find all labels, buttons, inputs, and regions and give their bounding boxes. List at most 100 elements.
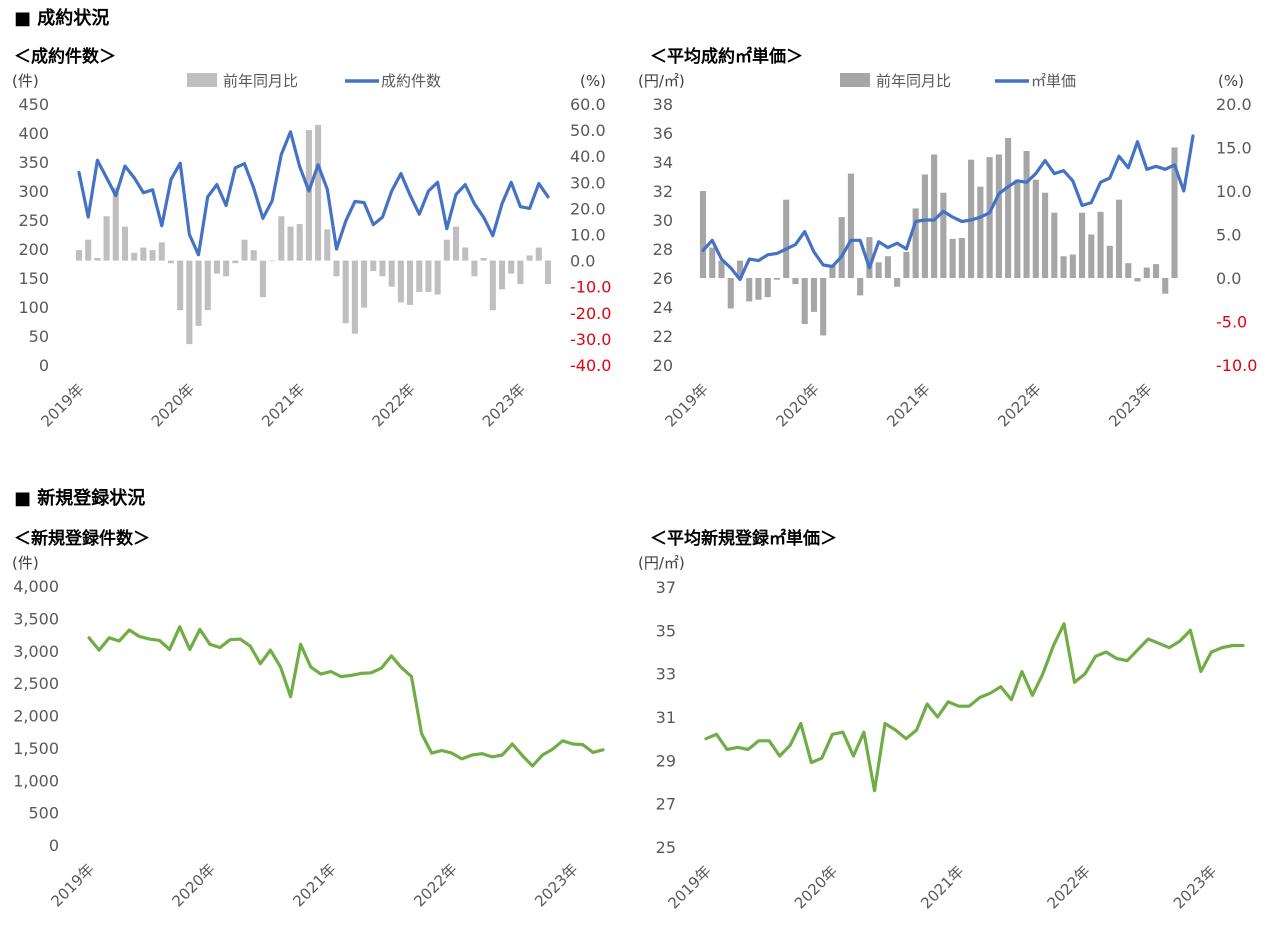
contracts-bar [158,242,165,261]
contracts-bar [305,130,312,261]
contracts-unit-left: (件) [12,72,39,90]
new_unit_price-xtick: 2021年 [917,862,967,912]
new_unit_price-ytick-left: 27 [656,795,676,814]
unit_price-ytick-left: 26 [653,269,673,288]
contracts-bar [213,260,220,274]
contracts-ytick-right: 40.0 [570,147,606,166]
chart-title-new-unit-price: ＜平均新規登録㎡単価＞ [650,529,837,549]
unit_price-bar [903,251,910,278]
unit_price-ytick-left: 36 [653,124,673,143]
contracts-bar [177,260,184,311]
new_unit_price-ytick-left: 31 [656,708,676,727]
contracts-bar [223,260,230,277]
contracts-bar [370,260,377,272]
contracts-bar [232,260,239,264]
contracts-bar [498,260,506,290]
new_listings-ytick-left: 3,000 [13,642,59,661]
contracts-bar [425,260,432,292]
unit_price-bar [1125,263,1132,278]
contracts-bar [388,260,395,287]
new_unit_price-xtick: 2019年 [664,862,714,912]
unit_price-ytick-right: 15.0 [1216,139,1252,158]
contracts-ytick-left: 50 [29,327,49,346]
contracts-legend-bar-swatch [187,73,217,87]
contracts-ytick-right: 60.0 [570,95,606,114]
contracts-bar [131,252,138,261]
contracts-bar [526,255,533,261]
contracts-bar [315,124,322,261]
unit_price-bar [1060,256,1067,278]
new_unit_price-ytick-left: 25 [656,838,676,857]
contracts-ytick-right: 10.0 [570,226,606,245]
unit_price-bar [1069,254,1076,278]
contracts-bar [453,226,460,261]
contracts-bar [204,260,211,311]
contracts-bar [397,260,404,303]
chart-title-new-listings: ＜新規登録件数＞ [14,529,150,549]
contracts-bar [94,257,101,261]
unit_price-bar [847,173,854,278]
unit_price-bar [866,237,873,278]
contracts-bar [434,260,441,295]
new_listings-ytick-left: 2,000 [13,707,59,726]
chart-title-contracts: ＜成約件数＞ [14,47,116,67]
contracts-bar [443,239,450,261]
contracts-xtick: 2019年 [37,380,87,430]
unit_price-bar [986,157,993,278]
contracts-bar [112,187,119,261]
unit_price-bar [912,208,919,278]
unit_price-bar [792,278,799,285]
new_unit_price-ytick-left: 33 [656,665,676,684]
unit_price-bar [746,278,753,302]
unit_price-bar [1097,211,1104,278]
contracts-bar [379,260,386,277]
contracts-legend-line-label: 成約件数 [381,72,441,90]
contracts-ytick-right: 0.0 [570,252,595,271]
unit_price-line [701,134,1195,282]
contracts-bar [324,229,331,261]
contracts-bar [489,260,496,311]
unit_price-bar [1051,212,1058,278]
unit_price-bar [921,174,928,278]
unit_price-xtick: 2023年 [1105,380,1155,430]
new_listings-ytick-left: 500 [28,804,59,823]
unit_price-bar [1152,264,1160,278]
contracts-ytick-left: 100 [18,298,49,317]
contracts-ytick-left: 150 [18,269,49,288]
unit_price-ytick-left: 38 [653,95,673,114]
new_listings-xtick: 2022年 [410,860,460,910]
new_unit_price-ytick-left: 35 [656,621,676,640]
unit_price-bar [1023,150,1030,278]
contracts-bar [333,260,340,277]
contracts-bar [296,224,303,261]
new_listings-xtick: 2019年 [47,860,97,910]
unit_price-bar [1005,137,1012,278]
new_unit_price-line [704,622,1245,793]
contracts-bar [342,260,349,324]
unit_price-bar [820,278,827,336]
unit_price-ytick-right: 0.0 [1216,269,1241,288]
unit_price-bar [1088,234,1095,278]
new_listings-xtick: 2023年 [531,860,581,910]
unit_price-bar [958,237,965,278]
unit_price-bar [1134,278,1141,282]
new_listings-line [87,625,605,768]
unit_price-bar [829,264,836,278]
unit_price-bar [1079,212,1086,278]
new_unit_price-ytick-left: 37 [656,578,676,597]
unit_price-legend-bar-label: 前年同月比 [876,72,951,90]
unit_price-bar [977,186,984,278]
unit_price-bar [894,278,901,287]
contracts-bar [103,216,110,261]
unit_price-bar [709,247,716,278]
contracts-xtick: 2023年 [479,380,529,430]
unit_price-legend-line-label: ㎡単価 [1031,72,1076,90]
unit_price-bar [940,192,947,278]
unit_price-ytick-left: 30 [653,211,673,230]
new_unit_price-unit-left: (円/㎡) [638,554,685,572]
contracts-bar [407,260,414,305]
unit_price-ytick-right: -10.0 [1216,356,1257,375]
unit_price-bar [1042,192,1049,278]
contracts-bar [480,257,487,261]
